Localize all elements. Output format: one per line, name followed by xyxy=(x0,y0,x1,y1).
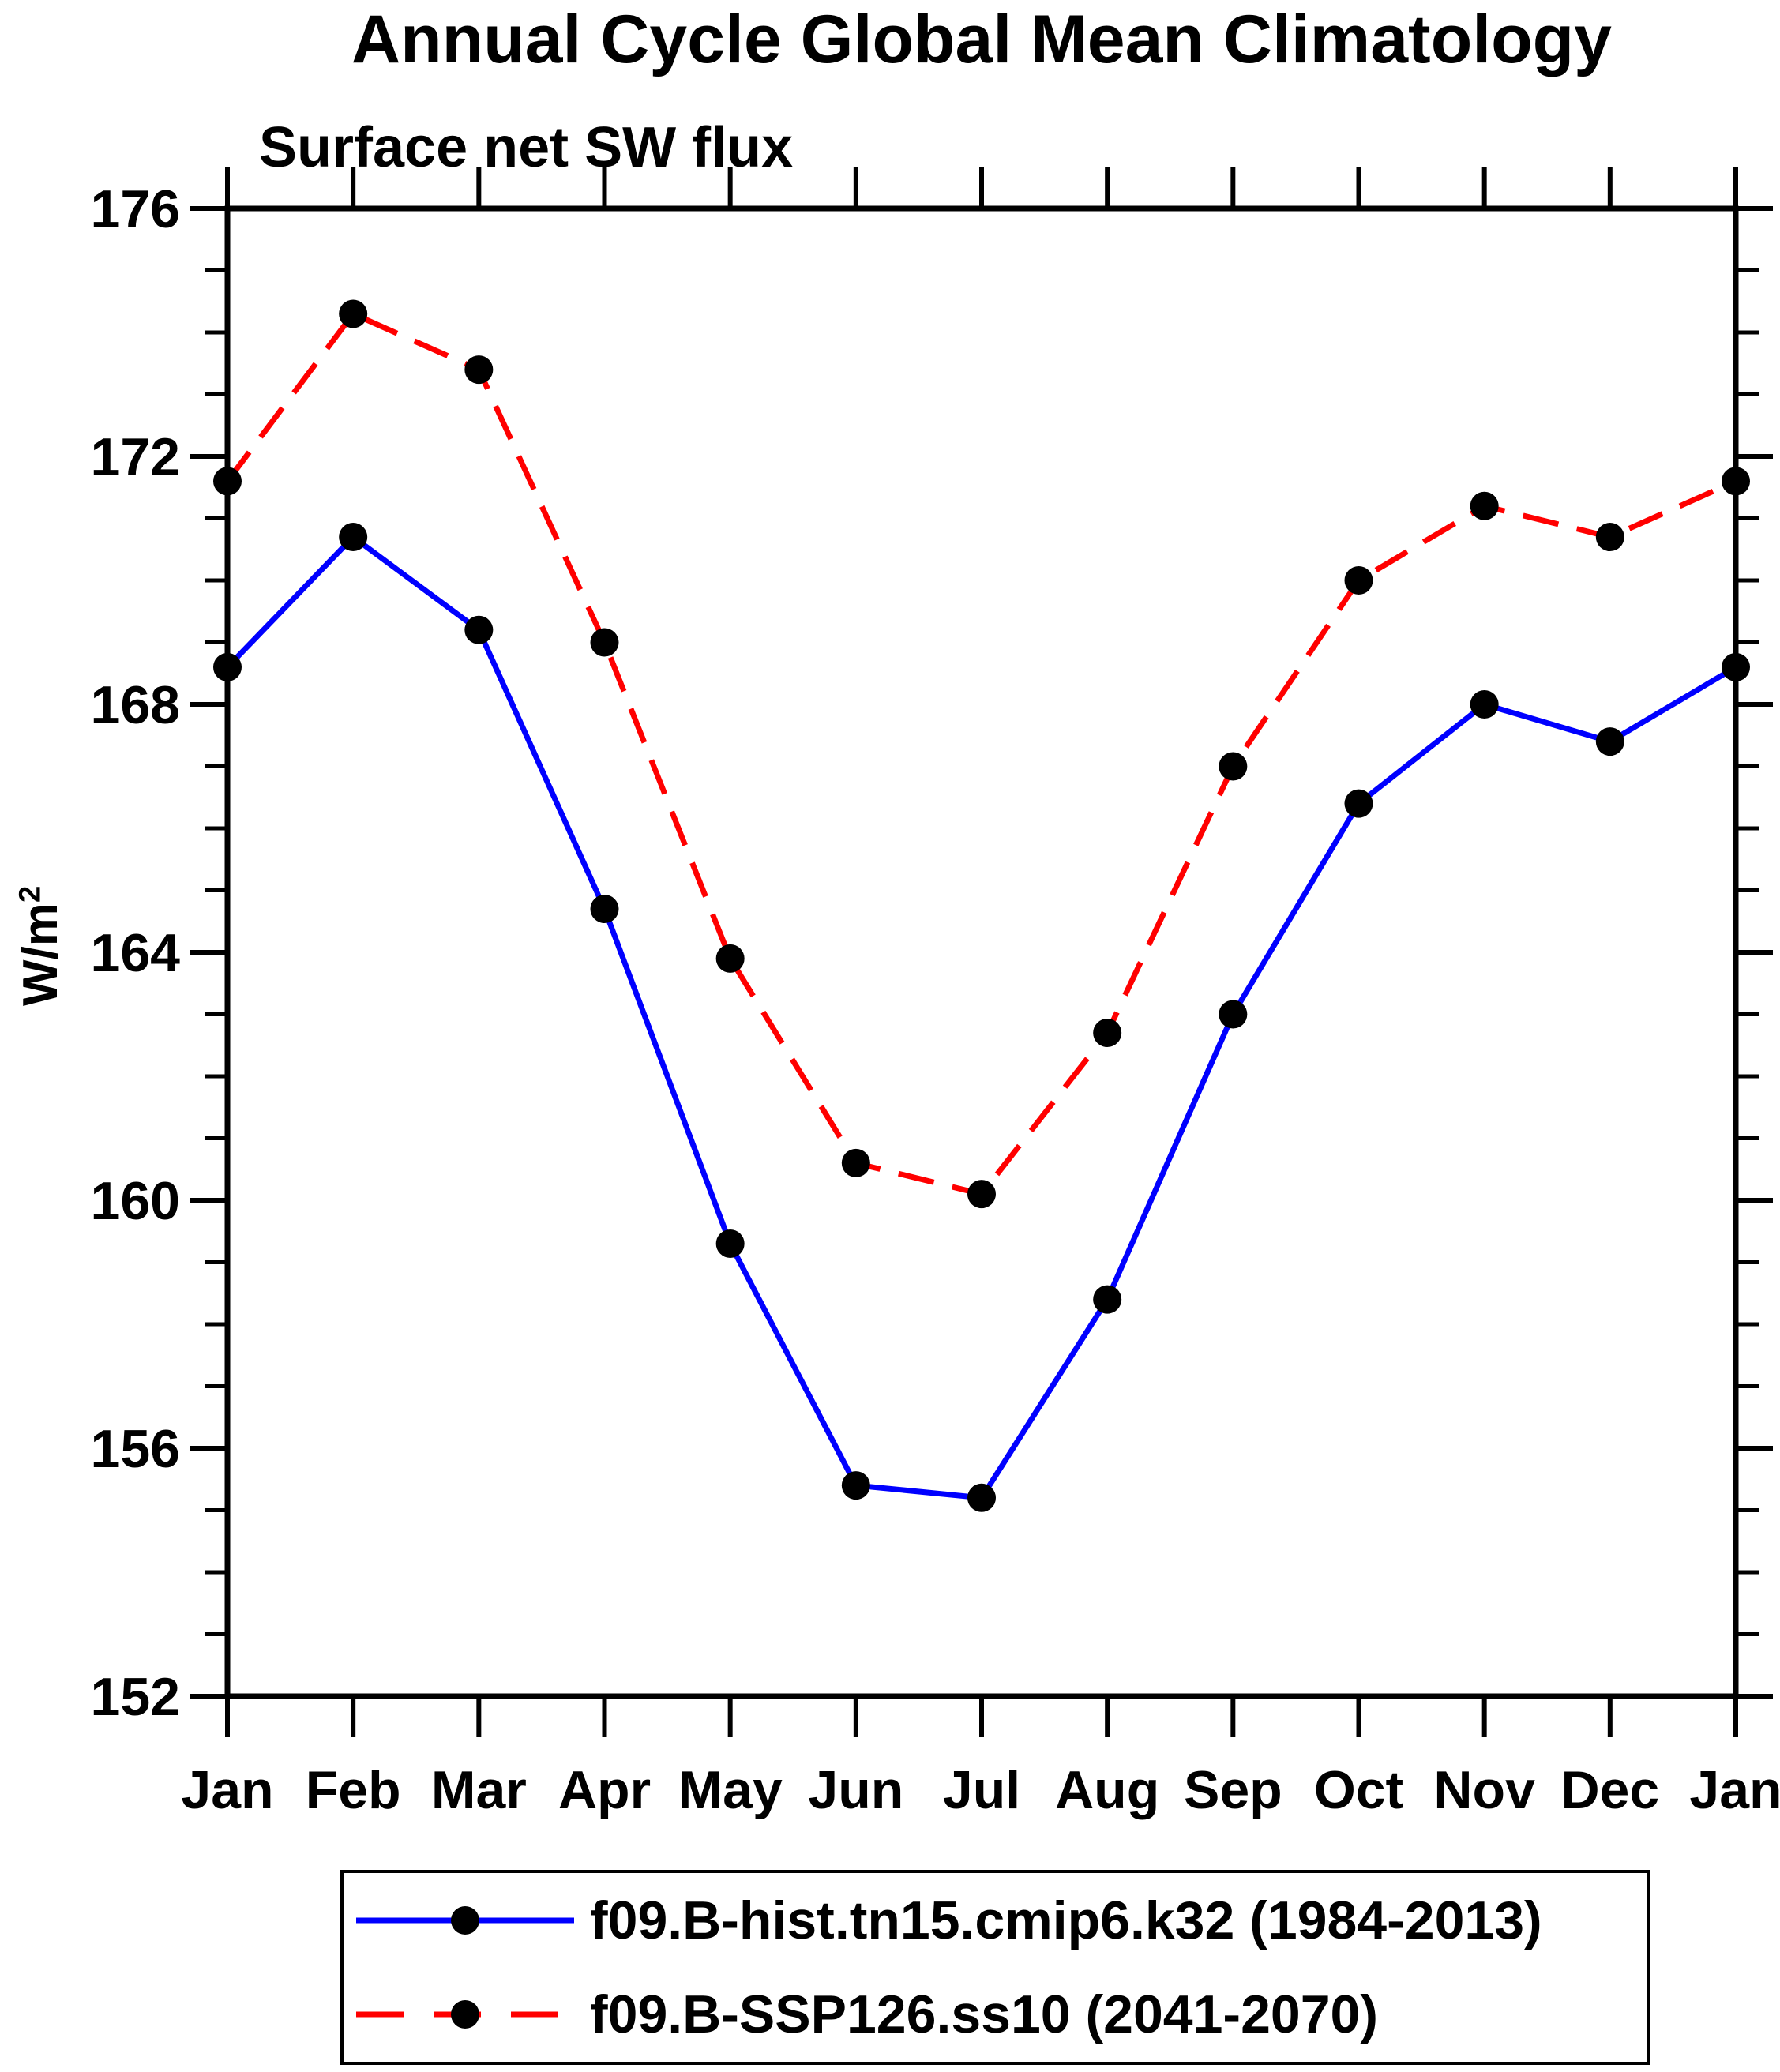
axes xyxy=(224,205,1739,1699)
legend-entry-hist: f09.B-hist.tn15.cmip6.k32 (1984-2013) xyxy=(344,1873,1647,1967)
x-tick-label: Aug xyxy=(1055,1760,1159,1820)
data-point-marker xyxy=(339,523,368,552)
legend-sample-hist-line xyxy=(356,1905,574,1935)
series-line-1 xyxy=(225,310,1737,1198)
x-tick-label: Apr xyxy=(558,1760,651,1820)
x-tick-label: Jan xyxy=(181,1760,273,1820)
data-point-marker xyxy=(1595,523,1624,552)
chart-subtitle: Surface net SW flux xyxy=(259,116,794,179)
plot-frame xyxy=(224,205,1739,1699)
legend: f09.B-hist.tn15.cmip6.k32 (1984-2013) f0… xyxy=(340,1870,1650,2065)
data-point-marker xyxy=(213,467,242,496)
data-point-marker xyxy=(590,895,619,924)
data-point-marker xyxy=(590,628,619,657)
x-tick-labels: Jan Feb Mar Apr May Jun Jul Aug Sep Oct Nov Dec Jan xyxy=(181,1760,1780,1820)
data-point-marker xyxy=(841,1148,870,1177)
data-point-marker xyxy=(464,355,494,385)
x-tick-label: May xyxy=(678,1760,783,1820)
y-tick-label: 168 xyxy=(91,675,180,735)
data-point-marker xyxy=(464,615,494,644)
y-tick-label: 164 xyxy=(91,923,181,983)
data-point-marker xyxy=(1595,727,1624,756)
x-tick-label: Jan xyxy=(1689,1760,1780,1820)
chart-title: Annual Cycle Global Mean Climatology xyxy=(351,2,1613,77)
data-point-marker xyxy=(1219,752,1248,781)
data-point-marker xyxy=(1344,566,1373,595)
y-tick-label: 176 xyxy=(91,179,180,239)
x-tick-label: Jun xyxy=(808,1760,903,1820)
x-tick-label: Oct xyxy=(1314,1760,1403,1820)
legend-entry-ssp126: f09.B-SSP126.ss10 (2041-2070) xyxy=(344,1967,1647,2061)
data-point-marker xyxy=(967,1180,996,1209)
data-point-marker xyxy=(1093,1285,1122,1314)
x-ticks xyxy=(225,167,1738,1737)
y-tick-label: 152 xyxy=(91,1667,180,1727)
series-1 xyxy=(213,299,1750,1209)
legend-label-ssp126: f09.B-SSP126.ss10 (2041-2070) xyxy=(590,1984,1378,2044)
data-point-marker xyxy=(1219,1000,1248,1029)
series-0 xyxy=(213,523,1750,1512)
data-point-marker xyxy=(715,1229,745,1258)
x-tick-label: Sep xyxy=(1184,1760,1282,1820)
x-tick-label: Dec xyxy=(1560,1760,1659,1820)
y-ticks xyxy=(190,206,1773,1699)
data-point-marker xyxy=(715,944,745,973)
data-point-marker xyxy=(339,299,368,328)
y-tick-labels: 152 156 160 164 168 172 176 xyxy=(91,179,181,1727)
x-tick-label: Jul xyxy=(943,1760,1020,1820)
data-point-marker xyxy=(1344,789,1373,818)
y-tick-label: 172 xyxy=(91,427,180,487)
y-tick-label: 156 xyxy=(91,1419,180,1479)
data-point-marker xyxy=(1093,1019,1122,1048)
data-point-marker xyxy=(1470,690,1499,719)
data-point-marker xyxy=(1722,652,1750,681)
data-point-marker xyxy=(1722,467,1750,496)
y-tick-label: 160 xyxy=(91,1171,180,1231)
x-tick-label: Feb xyxy=(306,1760,401,1820)
legend-sample-ssp126-line xyxy=(356,1999,574,2029)
series-line-0 xyxy=(225,533,1737,1501)
data-point-marker xyxy=(967,1483,996,1512)
data-point-marker xyxy=(213,652,242,681)
data-point-marker xyxy=(1470,491,1499,520)
data-point-marker xyxy=(841,1471,870,1500)
legend-label-hist: f09.B-hist.tn15.cmip6.k32 (1984-2013) xyxy=(590,1890,1542,1950)
x-tick-label: Mar xyxy=(431,1760,527,1820)
x-tick-label: Nov xyxy=(1433,1760,1535,1820)
